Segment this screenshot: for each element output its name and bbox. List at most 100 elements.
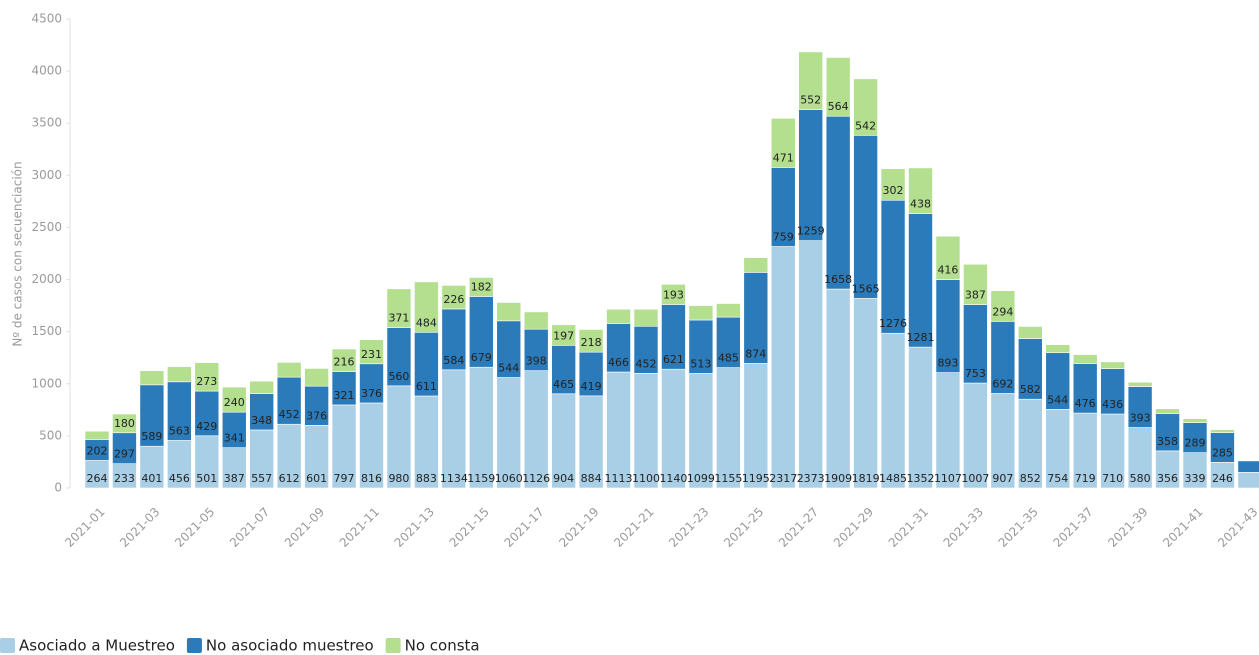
bar-segment [523,328,549,371]
bar-segment [194,390,220,437]
bar-segment [1237,460,1259,473]
data-label: 893 [937,357,958,370]
bar-segment [468,277,494,297]
x-tick-label: 2021-19 [556,505,601,550]
bar-segment [1072,354,1098,364]
bar-segment [633,325,659,374]
data-label: 341 [224,432,245,445]
data-label: 456 [169,472,190,485]
bar-segment [633,308,659,327]
y-tick-label: 500 [39,428,62,442]
data-label: 1352 [907,472,935,485]
data-label: 1819 [852,472,880,485]
bar-segment [1182,422,1208,453]
x-tick-label: 2021-13 [392,505,437,550]
data-label: 560 [388,370,409,383]
bar-segment [276,362,302,378]
data-label: 501 [196,472,217,485]
data-label: 387 [224,472,245,485]
bar-segment [249,429,274,489]
data-label: 297 [114,448,135,461]
data-label: 580 [1130,472,1151,485]
x-tick-label: 2021-25 [721,505,766,550]
x-tick-label: 2021-15 [447,505,492,550]
data-label: 611 [416,380,437,393]
data-label: 289 [1185,437,1206,450]
data-label: 471 [773,151,794,164]
data-label: 197 [553,329,574,342]
data-label: 466 [608,356,629,369]
data-label: 231 [361,348,382,361]
data-label: 1909 [824,472,852,485]
bar-segment [331,348,357,372]
bar-segment [716,316,741,368]
bar-segment [523,370,549,489]
bar-segment [1127,386,1153,428]
bar-segment [1017,338,1043,400]
data-label: 216 [334,355,355,368]
data-label: 1134 [440,472,468,485]
legend-swatch [186,638,202,653]
bar-segment [1100,413,1125,489]
bar-segment [1210,462,1235,489]
y-tick-label: 4500 [31,12,62,26]
bar-segment [112,413,137,434]
bar-segment [633,373,659,489]
bar-segment [770,118,796,168]
bar-segment [276,376,302,425]
data-label: 582 [1020,383,1041,396]
bar-segment [880,332,906,489]
data-label: 692 [992,377,1013,390]
bar-segment [414,281,439,333]
data-label: 621 [663,353,684,366]
bar-segment [1045,352,1071,410]
bar-segment [551,324,576,346]
data-label: 612 [279,472,300,485]
bar-segment [84,430,110,440]
data-label: 339 [1185,472,1206,485]
legend-label: Asociado a Muestreo [19,637,175,655]
x-tick-label: 2021-35 [996,505,1041,550]
y-tick-label: 3500 [31,116,62,130]
data-label: 358 [1157,435,1178,448]
data-label: 419 [581,380,602,393]
data-label: 264 [87,472,108,485]
bar-segment [1182,418,1208,423]
data-label: 1195 [742,472,770,485]
bar-segment [359,402,384,489]
data-label: 180 [114,417,135,430]
data-label: 797 [334,472,355,485]
x-tick-label: 2021-09 [282,505,327,550]
data-label: 285 [1212,446,1233,459]
data-label: 816 [361,472,382,485]
bar-segment [935,235,961,280]
data-label: 907 [992,472,1013,485]
data-label: 226 [443,293,464,306]
data-label: 182 [471,280,492,293]
x-tick-label: 2021-01 [62,505,107,550]
bar-segment [661,368,686,489]
bar-segment [963,263,988,305]
data-label: 719 [1075,472,1096,485]
y-tick-label: 1500 [31,324,62,338]
data-label: 1100 [632,472,660,485]
data-label: 679 [471,351,492,364]
bar-segment [908,213,933,348]
data-label: 294 [992,305,1013,318]
bar-segment [386,327,412,387]
bar-segment [496,302,522,322]
bar-segment [249,393,274,431]
bar-segment [908,346,933,489]
bar-segment [112,463,137,489]
bar-segment [661,284,686,305]
bar-segment [194,362,220,392]
bar-segment [990,290,1016,322]
legend-swatch [385,638,401,653]
bar-segment [825,115,851,290]
data-label: 1113 [605,472,633,485]
bar-segment [194,435,220,489]
data-label: 852 [1020,472,1041,485]
y-tick-label: 0 [54,481,62,495]
bar-segment [386,288,412,328]
data-label: 883 [416,472,437,485]
